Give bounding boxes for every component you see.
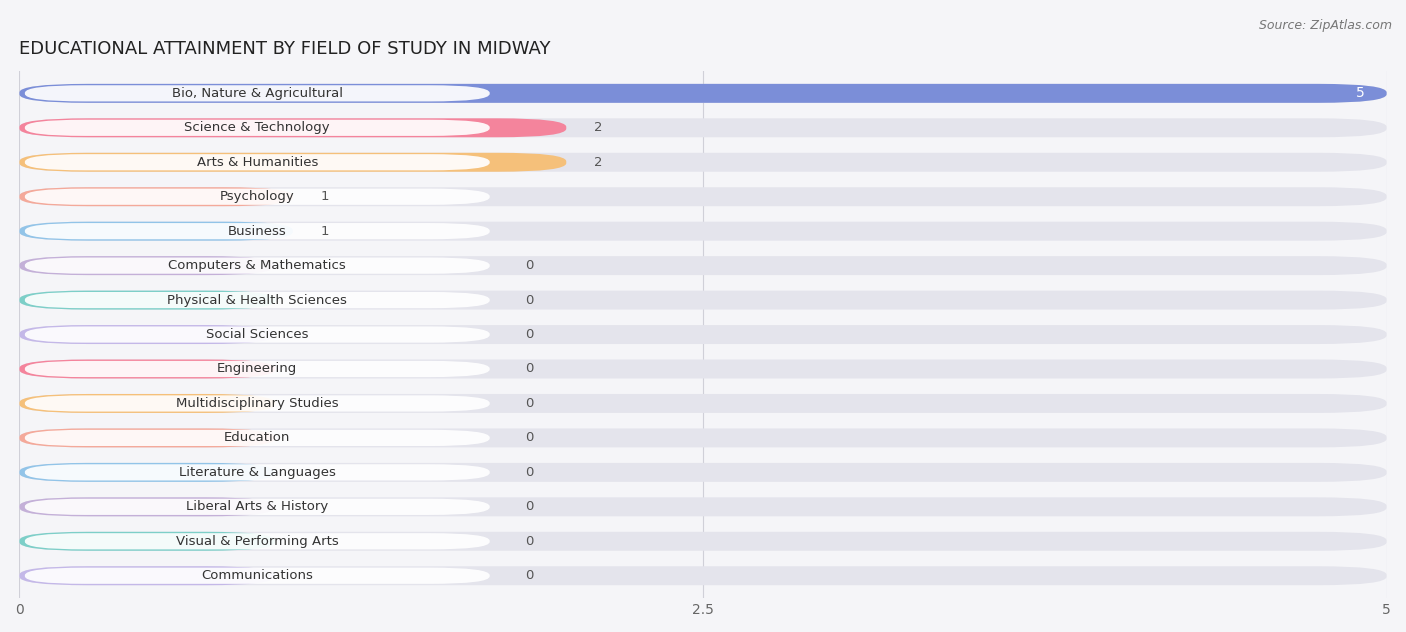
FancyBboxPatch shape (20, 497, 1386, 516)
Text: 0: 0 (526, 569, 534, 582)
FancyBboxPatch shape (20, 291, 1386, 310)
Text: 0: 0 (526, 259, 534, 272)
FancyBboxPatch shape (25, 292, 489, 308)
Text: 2: 2 (593, 121, 602, 135)
FancyBboxPatch shape (20, 360, 276, 379)
FancyBboxPatch shape (20, 256, 1386, 275)
FancyBboxPatch shape (20, 84, 1386, 103)
FancyBboxPatch shape (20, 566, 276, 585)
Text: 1: 1 (321, 224, 329, 238)
FancyBboxPatch shape (20, 187, 292, 206)
FancyBboxPatch shape (25, 430, 489, 446)
FancyBboxPatch shape (20, 497, 276, 516)
Text: Visual & Performing Arts: Visual & Performing Arts (176, 535, 339, 548)
Text: 0: 0 (526, 397, 534, 410)
FancyBboxPatch shape (20, 118, 567, 137)
FancyBboxPatch shape (25, 568, 489, 584)
Text: Computers & Mathematics: Computers & Mathematics (169, 259, 346, 272)
FancyBboxPatch shape (25, 361, 489, 377)
FancyBboxPatch shape (20, 463, 1386, 482)
Text: Physical & Health Sciences: Physical & Health Sciences (167, 294, 347, 307)
Text: Education: Education (224, 432, 291, 444)
FancyBboxPatch shape (20, 153, 567, 172)
FancyBboxPatch shape (25, 499, 489, 515)
Text: Liberal Arts & History: Liberal Arts & History (186, 501, 329, 513)
FancyBboxPatch shape (25, 327, 489, 343)
FancyBboxPatch shape (20, 325, 276, 344)
Text: Social Sciences: Social Sciences (207, 328, 308, 341)
FancyBboxPatch shape (20, 84, 1386, 103)
Text: Bio, Nature & Agricultural: Bio, Nature & Agricultural (172, 87, 343, 100)
FancyBboxPatch shape (25, 533, 489, 549)
Text: Source: ZipAtlas.com: Source: ZipAtlas.com (1258, 19, 1392, 32)
FancyBboxPatch shape (20, 325, 1386, 344)
Text: 2: 2 (593, 155, 602, 169)
Text: Engineering: Engineering (217, 363, 298, 375)
FancyBboxPatch shape (20, 256, 276, 275)
Text: 0: 0 (526, 294, 534, 307)
FancyBboxPatch shape (20, 291, 276, 310)
FancyBboxPatch shape (20, 187, 1386, 206)
Text: Science & Technology: Science & Technology (184, 121, 330, 135)
Text: Multidisciplinary Studies: Multidisciplinary Studies (176, 397, 339, 410)
FancyBboxPatch shape (20, 118, 1386, 137)
FancyBboxPatch shape (20, 394, 1386, 413)
Text: Arts & Humanities: Arts & Humanities (197, 155, 318, 169)
Text: 0: 0 (526, 501, 534, 513)
FancyBboxPatch shape (20, 360, 1386, 379)
FancyBboxPatch shape (25, 154, 489, 171)
FancyBboxPatch shape (20, 463, 276, 482)
Text: 5: 5 (1355, 87, 1365, 100)
Text: 0: 0 (526, 432, 534, 444)
FancyBboxPatch shape (25, 396, 489, 411)
FancyBboxPatch shape (25, 223, 489, 240)
Text: 0: 0 (526, 466, 534, 479)
FancyBboxPatch shape (20, 153, 1386, 172)
Text: EDUCATIONAL ATTAINMENT BY FIELD OF STUDY IN MIDWAY: EDUCATIONAL ATTAINMENT BY FIELD OF STUDY… (20, 40, 551, 58)
FancyBboxPatch shape (25, 465, 489, 480)
Text: Communications: Communications (201, 569, 314, 582)
FancyBboxPatch shape (20, 394, 276, 413)
FancyBboxPatch shape (25, 188, 489, 205)
FancyBboxPatch shape (20, 428, 276, 447)
FancyBboxPatch shape (25, 85, 489, 102)
Text: 0: 0 (526, 363, 534, 375)
FancyBboxPatch shape (20, 532, 276, 550)
FancyBboxPatch shape (20, 428, 1386, 447)
FancyBboxPatch shape (20, 532, 1386, 550)
FancyBboxPatch shape (25, 257, 489, 274)
FancyBboxPatch shape (20, 222, 292, 241)
FancyBboxPatch shape (20, 566, 1386, 585)
Text: Psychology: Psychology (219, 190, 295, 204)
Text: 1: 1 (321, 190, 329, 204)
Text: Literature & Languages: Literature & Languages (179, 466, 336, 479)
Text: 0: 0 (526, 328, 534, 341)
Text: Business: Business (228, 224, 287, 238)
FancyBboxPatch shape (25, 119, 489, 136)
FancyBboxPatch shape (20, 222, 1386, 241)
Text: 0: 0 (526, 535, 534, 548)
